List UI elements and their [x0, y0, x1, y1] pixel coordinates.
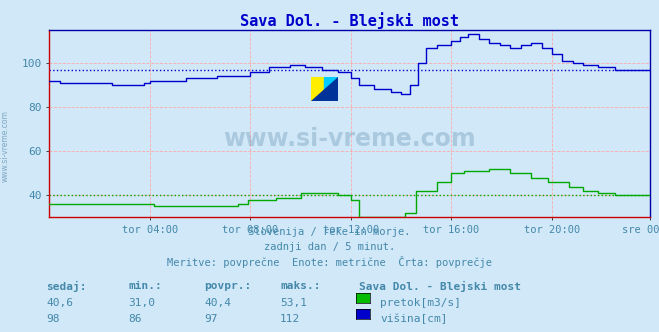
Title: Sava Dol. - Blejski most: Sava Dol. - Blejski most: [241, 12, 459, 29]
Text: 98: 98: [46, 314, 59, 324]
Text: Sava Dol. - Blejski most: Sava Dol. - Blejski most: [359, 281, 521, 291]
Text: pretok[m3/s]: pretok[m3/s]: [380, 298, 461, 308]
Text: 112: 112: [280, 314, 301, 324]
Text: min.:: min.:: [129, 281, 162, 290]
Text: Slovenija / reke in morje.: Slovenija / reke in morje.: [248, 227, 411, 237]
Text: 97: 97: [204, 314, 217, 324]
Text: zadnji dan / 5 minut.: zadnji dan / 5 minut.: [264, 242, 395, 252]
Text: Meritve: povprečne  Enote: metrične  Črta: povprečje: Meritve: povprečne Enote: metrične Črta:…: [167, 256, 492, 268]
Text: povpr.:: povpr.:: [204, 281, 252, 290]
Text: višina[cm]: višina[cm]: [380, 314, 447, 324]
Text: 40,6: 40,6: [46, 298, 73, 308]
Text: www.si-vreme.com: www.si-vreme.com: [223, 127, 476, 151]
Text: maks.:: maks.:: [280, 281, 320, 290]
Text: 86: 86: [129, 314, 142, 324]
Text: 53,1: 53,1: [280, 298, 307, 308]
Text: www.si-vreme.com: www.si-vreme.com: [1, 110, 10, 182]
Text: 31,0: 31,0: [129, 298, 156, 308]
Text: sedaj:: sedaj:: [46, 281, 86, 291]
Text: 40,4: 40,4: [204, 298, 231, 308]
